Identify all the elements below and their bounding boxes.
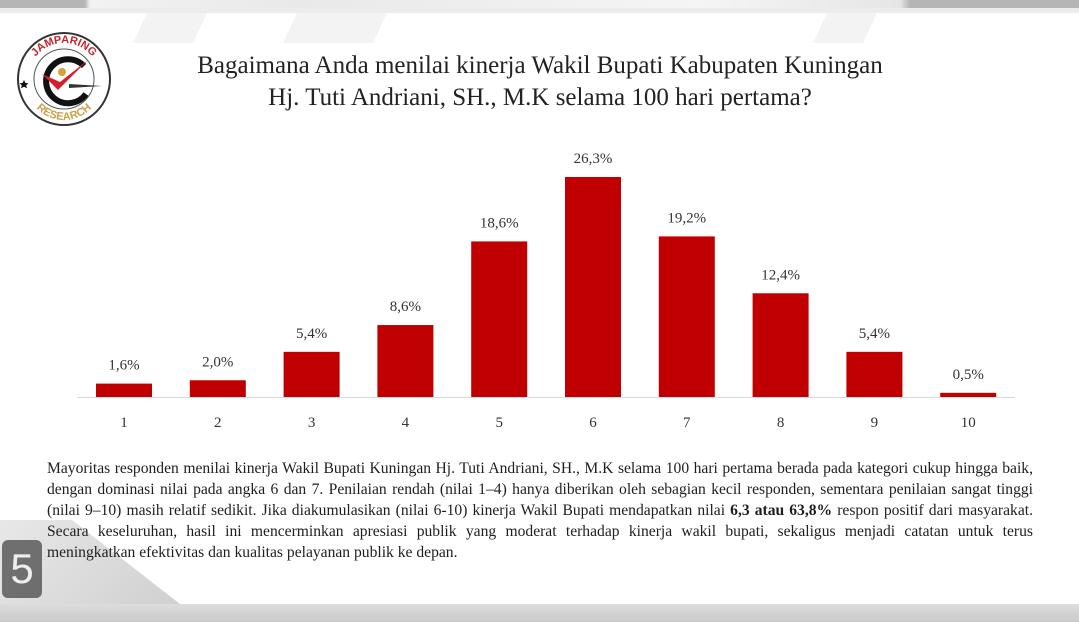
data-label-7: 19,2% xyxy=(667,210,706,226)
x-tick-label-3: 3 xyxy=(308,415,316,431)
data-label-5: 18,6% xyxy=(480,215,519,231)
bar-9 xyxy=(846,351,903,397)
bar-10 xyxy=(940,392,997,397)
chart-title: Bagaimana Anda menilai kinerja Wakil Bup… xyxy=(120,50,960,114)
data-label-9: 5,4% xyxy=(859,326,890,342)
description-paragraph: Mayoritas responden menilai kinerja Waki… xyxy=(47,458,1033,563)
x-tick-label-10: 10 xyxy=(961,415,976,431)
x-tick-label-5: 5 xyxy=(495,415,503,431)
bar-4 xyxy=(377,325,434,397)
x-tick-label-7: 7 xyxy=(683,415,691,431)
data-label-1: 1,6% xyxy=(108,358,139,374)
title-line-1: Bagaimana Anda menilai kinerja Wakil Bup… xyxy=(197,52,883,79)
data-label-2: 2,0% xyxy=(202,354,233,370)
page-number-badge: 5 xyxy=(2,540,42,598)
title-line-2: Hj. Tuti Andriani, SH., M.K selama 100 h… xyxy=(268,84,812,111)
paragraph-text-1: Mayoritas responden menilai kinerja Waki… xyxy=(47,460,1033,519)
bar-8 xyxy=(752,293,809,397)
bar-2 xyxy=(189,380,246,397)
x-tick-label-4: 4 xyxy=(402,415,410,431)
jamparing-research-logo: JAMPARING RESEARCH xyxy=(17,32,111,126)
data-label-6: 26,3% xyxy=(574,151,613,167)
data-label-8: 12,4% xyxy=(761,267,800,283)
x-tick-label-8: 8 xyxy=(777,415,785,431)
bar-chart: 1,6% 1 2,0% 2 5,4% 3 8,6% 4 18,6% 5 26,3% 6 19,2% 7 12… xyxy=(77,151,1015,431)
x-tick-label-1: 1 xyxy=(120,415,128,431)
data-label-4: 8,6% xyxy=(390,299,421,315)
paragraph-highlight: 6,3 atau 63,8% xyxy=(730,502,833,519)
x-tick-label-2: 2 xyxy=(214,415,222,431)
bar-7 xyxy=(658,236,715,397)
top-frame-line xyxy=(0,8,1079,13)
data-label-10: 0,5% xyxy=(953,367,984,383)
bar-6 xyxy=(565,177,621,397)
top-frame-bar xyxy=(0,0,1079,8)
bar-3 xyxy=(283,351,340,397)
x-tick-label-9: 9 xyxy=(871,415,879,431)
data-label-3: 5,4% xyxy=(296,326,327,342)
bar-1 xyxy=(96,383,152,397)
bottom-frame-bar xyxy=(0,604,1079,622)
paragraph-text-2: respon positif dari masyarakat. Secara k… xyxy=(47,502,1033,561)
bar-5 xyxy=(471,241,528,397)
x-tick-label-6: 6 xyxy=(589,415,597,431)
